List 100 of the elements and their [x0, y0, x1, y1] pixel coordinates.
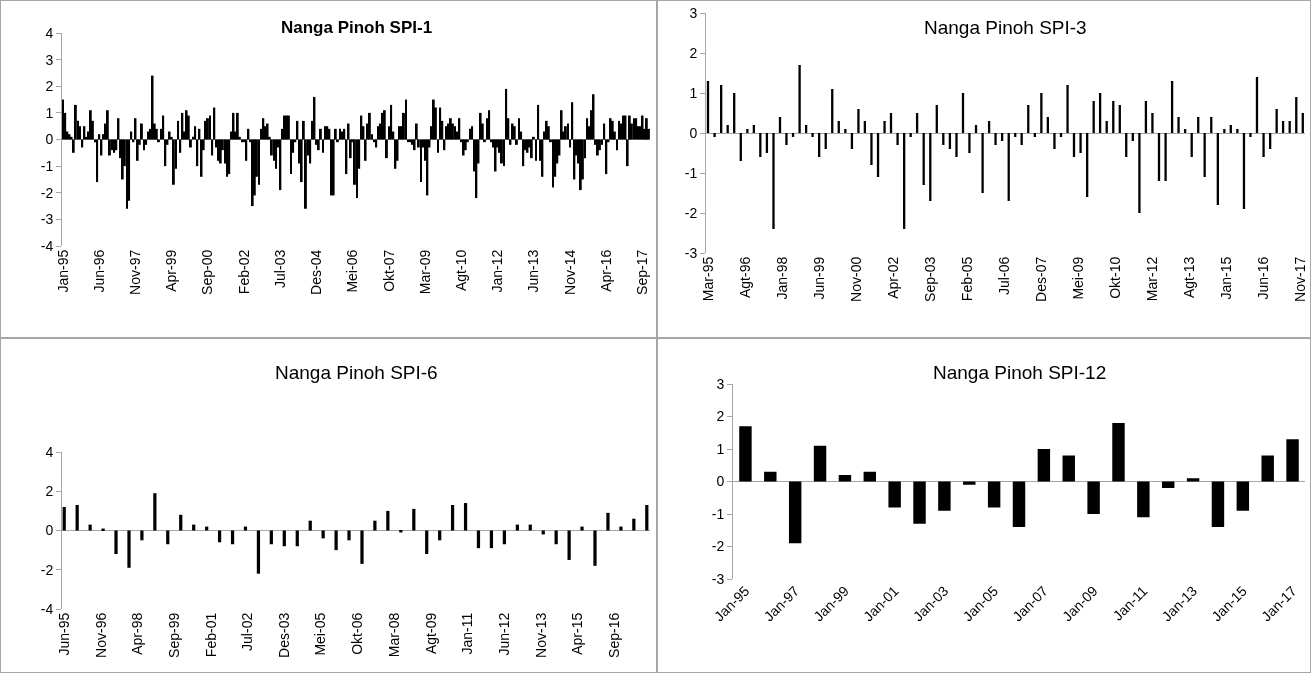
- y-tick-label: -2: [40, 561, 54, 578]
- x-tick-label: Jun-99: [810, 256, 827, 300]
- bar: [322, 139, 324, 153]
- chart-title: Nanga Pinoh SPI-1: [281, 18, 433, 37]
- bar: [339, 128, 341, 140]
- y-tick-label: 0: [45, 131, 54, 148]
- bar: [334, 530, 338, 551]
- bar: [1037, 449, 1051, 482]
- x-tick-label: Apr-98: [129, 612, 146, 655]
- x-tick-label: Okt-10: [1106, 256, 1123, 299]
- bar: [290, 139, 292, 175]
- bar: [236, 112, 239, 140]
- x-tick-label: Nov-14: [561, 249, 578, 295]
- x-tick-label: Mei-09: [1069, 256, 1086, 300]
- y-tick-label: -3: [711, 570, 725, 587]
- bar: [518, 118, 520, 140]
- x-tick-label: Okt-07: [380, 249, 397, 292]
- x-tick-label: Jan-95: [54, 249, 71, 293]
- bar: [567, 530, 571, 560]
- bar: [500, 139, 503, 164]
- y-tick-label: 2: [689, 44, 698, 61]
- bar: [505, 88, 508, 140]
- x-tick-label: Jul-03: [271, 249, 288, 288]
- y-tick-label: 0: [716, 473, 725, 490]
- chart-title: Nanga Pinoh SPI-12: [933, 362, 1107, 383]
- x-tick-label: Jan-98: [773, 256, 790, 300]
- bar: [913, 481, 926, 524]
- bar: [194, 126, 197, 140]
- bar: [1151, 113, 1154, 133]
- bar: [772, 133, 775, 229]
- bar: [764, 471, 777, 482]
- bar: [1079, 133, 1082, 153]
- bar: [168, 131, 171, 140]
- bar: [1053, 133, 1056, 149]
- bar: [560, 110, 563, 140]
- bar: [641, 115, 644, 140]
- y-tick-label: 4: [45, 443, 54, 460]
- bar: [458, 118, 461, 140]
- bar: [1138, 133, 1141, 213]
- y-tick-label: 0: [689, 124, 698, 141]
- bar: [528, 524, 532, 531]
- bar: [552, 139, 555, 188]
- bar: [114, 530, 118, 555]
- bar: [632, 518, 636, 531]
- bar: [471, 126, 474, 140]
- bar: [1286, 439, 1299, 482]
- bar: [464, 139, 467, 151]
- bar: [360, 530, 364, 564]
- bar: [645, 118, 648, 140]
- bar: [535, 139, 537, 161]
- bar: [1249, 133, 1252, 137]
- y-tick-label: 2: [716, 408, 725, 425]
- bar: [811, 133, 814, 137]
- bar: [580, 526, 584, 531]
- y-tick-label: -3: [684, 244, 698, 261]
- bar: [390, 104, 393, 140]
- bar: [494, 139, 497, 172]
- bar: [62, 506, 66, 531]
- y-tick-label: 1: [45, 104, 54, 121]
- x-tick-label: Des-04: [308, 249, 325, 295]
- bar: [140, 530, 144, 541]
- x-tick-label: Mar-08: [385, 612, 402, 658]
- bar: [870, 133, 873, 165]
- bar: [963, 481, 976, 485]
- bar: [645, 504, 649, 531]
- bar: [603, 123, 606, 140]
- bar: [503, 139, 506, 167]
- bar: [256, 530, 261, 574]
- bar: [1112, 423, 1125, 482]
- bar: [437, 139, 439, 153]
- bar: [586, 118, 589, 140]
- bar: [883, 121, 886, 133]
- x-tick-label: Des-07: [1032, 256, 1049, 302]
- bar: [479, 112, 482, 140]
- bar: [1236, 129, 1239, 133]
- bar: [75, 504, 79, 531]
- y-tick-label: -3: [40, 211, 54, 228]
- bar: [1262, 133, 1265, 157]
- bar: [179, 139, 182, 153]
- bar: [205, 526, 209, 531]
- x-tick-label: Jul-02: [239, 612, 256, 651]
- bar: [857, 109, 860, 133]
- y-tick-label: 3: [45, 51, 54, 68]
- bar: [373, 520, 377, 531]
- x-tick-label: Mar-95: [699, 256, 716, 302]
- x-tick-label: Jun-13: [525, 249, 542, 293]
- x-tick-label: Feb-02: [235, 249, 252, 295]
- bar: [888, 481, 901, 508]
- y-tick-label: -1: [711, 505, 725, 522]
- bar: [593, 530, 597, 566]
- y-tick-label: -2: [684, 204, 698, 221]
- x-tick-label: Jun-96: [90, 249, 107, 293]
- x-tick-label: Nov-13: [532, 612, 549, 658]
- bar: [192, 524, 196, 531]
- x-tick-label: Nov-00: [847, 256, 864, 302]
- bar: [1040, 93, 1043, 133]
- y-tick-label: 1: [689, 84, 698, 101]
- bar: [598, 139, 601, 151]
- x-tick-label: Sep-99: [165, 612, 182, 658]
- x-tick-label: Apr-15: [569, 612, 586, 655]
